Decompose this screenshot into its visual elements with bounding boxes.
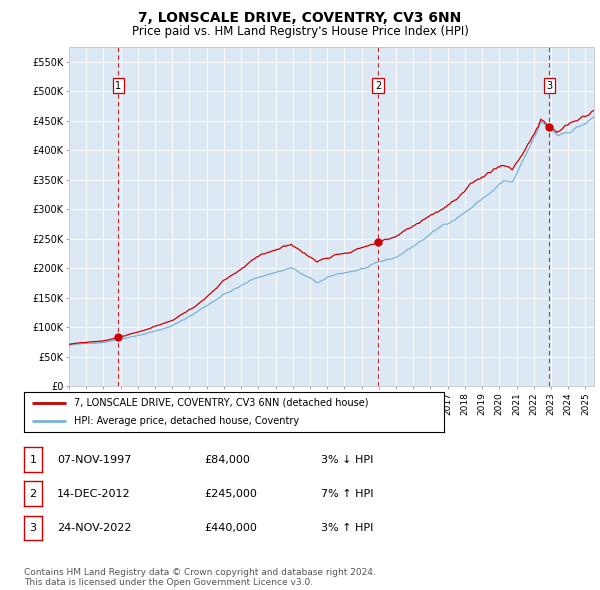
- Text: 3% ↑ HPI: 3% ↑ HPI: [321, 523, 373, 533]
- Text: £84,000: £84,000: [204, 455, 250, 464]
- Text: £245,000: £245,000: [204, 489, 257, 499]
- Text: 14-DEC-2012: 14-DEC-2012: [57, 489, 131, 499]
- Text: £440,000: £440,000: [204, 523, 257, 533]
- Text: 7, LONSCALE DRIVE, COVENTRY, CV3 6NN (detached house): 7, LONSCALE DRIVE, COVENTRY, CV3 6NN (de…: [74, 398, 369, 408]
- Text: 7% ↑ HPI: 7% ↑ HPI: [321, 489, 373, 499]
- Text: HPI: Average price, detached house, Coventry: HPI: Average price, detached house, Cove…: [74, 416, 299, 426]
- Text: 1: 1: [29, 455, 37, 464]
- Text: Price paid vs. HM Land Registry's House Price Index (HPI): Price paid vs. HM Land Registry's House …: [131, 25, 469, 38]
- Text: Contains HM Land Registry data © Crown copyright and database right 2024.
This d: Contains HM Land Registry data © Crown c…: [24, 568, 376, 587]
- Text: 1: 1: [115, 81, 121, 90]
- Text: 3: 3: [546, 81, 553, 90]
- Text: 24-NOV-2022: 24-NOV-2022: [57, 523, 131, 533]
- Text: 3% ↓ HPI: 3% ↓ HPI: [321, 455, 373, 464]
- Text: 2: 2: [375, 81, 381, 90]
- Text: 07-NOV-1997: 07-NOV-1997: [57, 455, 131, 464]
- Text: 2: 2: [29, 489, 37, 499]
- Text: 3: 3: [29, 523, 37, 533]
- Text: 7, LONSCALE DRIVE, COVENTRY, CV3 6NN: 7, LONSCALE DRIVE, COVENTRY, CV3 6NN: [139, 11, 461, 25]
